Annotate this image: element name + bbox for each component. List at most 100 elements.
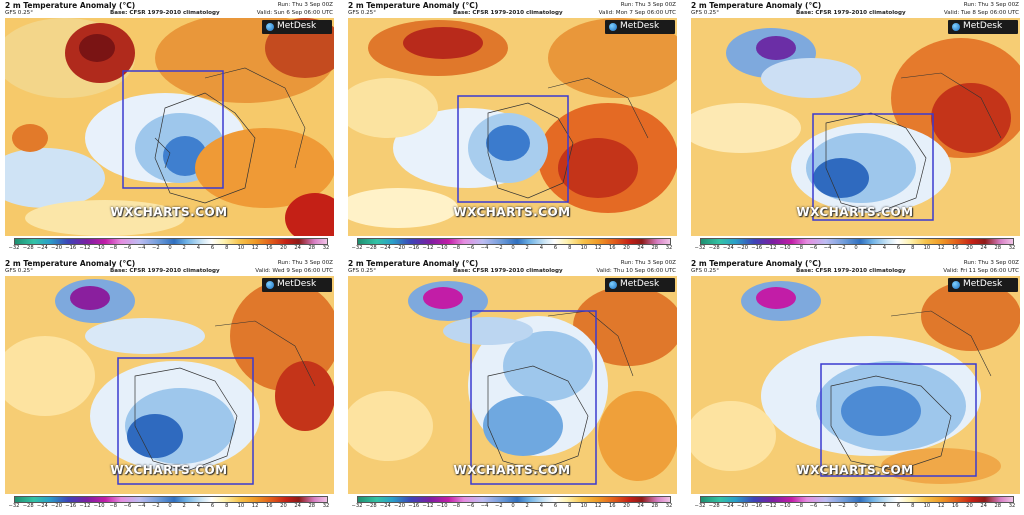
colorbar-ticks: −32 −28 −24 −20 −16 −12 −10 −8 −6 −4 −2 0 2 4 6 8 10 12 16…: [695, 503, 1016, 511]
forecast-panel-fri-11: 2 m Temperature Anomaly (°C) GFS 0.25° B…: [686, 258, 1024, 512]
colorbar-tick-label: −32: [8, 503, 20, 509]
model-label: GFS 0.25°: [348, 10, 377, 16]
colorbar-tick-label: −6: [123, 245, 132, 251]
colorbar-tick-label: 4: [196, 503, 201, 509]
colorbar-tick-label: 8: [568, 503, 572, 509]
valid-time-label: Valid: Mon 7 Sep 06:00 UTC: [598, 10, 676, 16]
colorbar-tick-label: 8: [911, 245, 915, 251]
valid-time-label: Valid: Sun 6 Sep 06:00 UTC: [256, 10, 333, 16]
colorbar-tick-label: 28: [994, 503, 1002, 509]
panel-title: 2 m Temperature Anomaly (°C): [348, 259, 479, 268]
metdesk-logo: MetDesk: [948, 20, 1018, 34]
metdesk-logo: MetDesk: [262, 20, 332, 34]
colorbar-tick-label: −8: [109, 503, 118, 509]
focus-box: [470, 310, 597, 485]
colorbar-tick-label: −8: [795, 503, 804, 509]
metdesk-logo: MetDesk: [605, 20, 675, 34]
colorbar-tick-label: 10: [237, 245, 245, 251]
colorbar-tick-label: −6: [123, 503, 132, 509]
anomaly-map: [691, 18, 1020, 236]
watermark: WXCHARTS.COM: [453, 463, 571, 477]
climatology-label: Base: CFSR 1979-2010 climatology: [110, 268, 220, 274]
watermark: WXCHARTS.COM: [796, 205, 914, 219]
colorbar-tick-label: −10: [93, 245, 105, 251]
focus-box: [122, 70, 224, 189]
focus-box: [457, 95, 569, 203]
colorbar-tick-label: 20: [623, 503, 630, 509]
globe-icon: [266, 23, 274, 31]
colorbar-tick-label: 16: [608, 503, 616, 509]
colorbar-tick-label: 16: [951, 503, 959, 509]
colorbar-tick-label: −16: [751, 245, 763, 251]
colorbar-tick-label: −28: [22, 503, 34, 509]
colorbar-tick-label: 0: [511, 503, 515, 509]
colorbar-tick-label: −28: [708, 245, 720, 251]
forecast-panel-sun-6: 2 m Temperature Anomaly (°C) GFS 0.25° B…: [0, 0, 338, 254]
colorbar: [357, 496, 671, 503]
panel-header: 2 m Temperature Anomaly (°C) GFS 0.25° B…: [343, 258, 681, 276]
colorbar-tick-label: −16: [65, 503, 77, 509]
colorbar-tick-label: 4: [539, 245, 544, 251]
colorbar-tick-label: 16: [951, 245, 959, 251]
colorbar-tick-label: 28: [651, 503, 659, 509]
colorbar-tick-label: 0: [511, 245, 515, 251]
run-label: Run: Thu 3 Sep 00Z: [277, 2, 333, 8]
colorbar-tick-label: −28: [365, 245, 377, 251]
colorbar-ticks: −32 −28 −24 −20 −16 −12 −10 −8 −6 −4 −2 0 2 4 6 8 10 12 16…: [352, 503, 673, 511]
colorbar-tick-label: −20: [51, 245, 63, 251]
run-label: Run: Thu 3 Sep 00Z: [277, 260, 333, 266]
colorbar-tick-label: −24: [379, 245, 391, 251]
colorbar-tick-label: −4: [823, 245, 832, 251]
colorbar-tick-label: −16: [751, 503, 763, 509]
colorbar-tick-label: 8: [568, 245, 572, 251]
colorbar-tick-label: −32: [351, 503, 363, 509]
run-label: Run: Thu 3 Sep 00Z: [620, 2, 676, 8]
colorbar-tick-label: 0: [168, 245, 172, 251]
colorbar-tick-label: 4: [882, 503, 887, 509]
colorbar-tick-label: −2: [494, 503, 503, 509]
colorbar-tick-label: 20: [966, 245, 973, 251]
panel-header: 2 m Temperature Anomaly (°C) GFS 0.25° B…: [0, 258, 338, 276]
colorbar-tick-label: −4: [137, 503, 146, 509]
colorbar-tick-label: 0: [854, 503, 858, 509]
colorbar-tick-label: −24: [379, 503, 391, 509]
colorbar-tick-label: 28: [308, 503, 316, 509]
colorbar-tick-label: −20: [737, 503, 749, 509]
colorbar-tick-label: 28: [651, 245, 659, 251]
colorbar-tick-label: −2: [151, 245, 160, 251]
colorbar-tick-label: −6: [466, 245, 475, 251]
colorbar-tick-label: 20: [623, 245, 630, 251]
colorbar-tick-label: 6: [553, 503, 558, 509]
colorbar-tick-label: 8: [225, 245, 229, 251]
colorbar-tick-label: 24: [637, 245, 644, 251]
panel-header: 2 m Temperature Anomaly (°C) GFS 0.25° B…: [686, 258, 1024, 276]
anomaly-map: [348, 276, 677, 494]
colorbar-ticks: −32 −28 −24 −20 −16 −12 −10 −8 −6 −4 −2 0 2 4 6 8 10 12 16…: [695, 245, 1016, 253]
panel-title: 2 m Temperature Anomaly (°C): [5, 259, 136, 268]
model-label: GFS 0.25°: [691, 10, 720, 16]
colorbar-tick-label: 24: [980, 503, 987, 509]
colorbar-tick-label: 12: [251, 503, 259, 509]
panel-title: 2 m Temperature Anomaly (°C): [5, 1, 136, 10]
colorbar-tick-label: 10: [237, 503, 245, 509]
panel-header: 2 m Temperature Anomaly (°C) GFS 0.25° B…: [343, 0, 681, 18]
forecast-panel-mon-7: 2 m Temperature Anomaly (°C) GFS 0.25° B…: [343, 0, 681, 254]
colorbar: [14, 238, 328, 245]
colorbar: [700, 496, 1014, 503]
globe-icon: [952, 281, 960, 289]
colorbar-tick-label: 2: [868, 503, 872, 509]
run-label: Run: Thu 3 Sep 00Z: [963, 260, 1019, 266]
colorbar-tick-label: −28: [22, 245, 34, 251]
colorbar-ticks: −32 −28 −24 −20 −16 −12 −10 −8 −6 −4 −2 0 2 4 6 8 10 12 16…: [9, 503, 330, 511]
colorbar-tick-label: 32: [322, 503, 330, 509]
colorbar-tick-label: 12: [594, 245, 602, 251]
valid-time-label: Valid: Fri 11 Sep 06:00 UTC: [943, 268, 1019, 274]
colorbar-tick-label: −20: [51, 503, 63, 509]
colorbar-tick-label: 12: [937, 245, 945, 251]
colorbar-tick-label: −12: [422, 503, 434, 509]
colorbar-tick-label: 16: [265, 503, 273, 509]
colorbar-tick-label: 28: [994, 245, 1002, 251]
colorbar-ticks: −32 −28 −24 −20 −16 −12 −10 −8 −6 −4 −2 0 2 4 6 8 10 12 16…: [9, 245, 330, 253]
panel-title: 2 m Temperature Anomaly (°C): [691, 259, 822, 268]
colorbar-tick-label: −10: [93, 503, 105, 509]
